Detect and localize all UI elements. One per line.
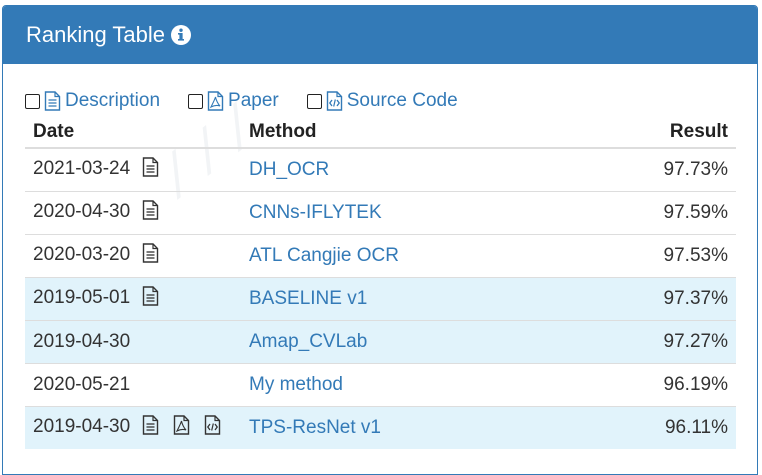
result-cell: 97.53% — [600, 234, 736, 278]
row-icons — [142, 157, 159, 183]
result-cell: 96.19% — [600, 363, 736, 407]
result-cell: 97.37% — [600, 277, 736, 321]
panel-title: Ranking Table — [26, 22, 166, 47]
row-icons — [142, 286, 159, 312]
date-cell: 2019-05-01 — [25, 277, 241, 321]
document-icon[interactable] — [142, 200, 159, 226]
result-cell: 97.27% — [600, 320, 736, 364]
date-text: 2019-04-30 — [33, 416, 131, 437]
result-cell: 97.59% — [600, 191, 736, 235]
row-icons — [142, 415, 221, 441]
filter-paper[interactable]: Paper — [188, 90, 279, 112]
date-text: 2020-04-30 — [33, 201, 131, 222]
result-cell: 96.11% — [600, 406, 736, 449]
filter-checkbox[interactable] — [188, 93, 204, 109]
document-icon — [44, 91, 61, 111]
ranking-panel: Ranking Table ⁄ ⁄ ⁄ Description Paper Sour… — [2, 5, 758, 475]
header-result[interactable]: Result — [600, 117, 736, 149]
filter-checkbox[interactable] — [25, 93, 40, 109]
date-text: 2021-03-24 — [33, 158, 131, 179]
method-link[interactable]: CNNs-IFLYTEK — [249, 202, 382, 223]
date-cell: 2020-03-20 — [25, 234, 241, 278]
panel-body: ⁄ ⁄ ⁄ Description Paper Source Code Date M… — [3, 89, 757, 449]
filter-label: Paper — [228, 90, 279, 111]
date-text: 2020-03-20 — [33, 244, 131, 265]
table-header-row: Date Method Result — [25, 117, 736, 149]
filter-source-code[interactable]: Source Code — [306, 90, 458, 112]
filter-bar: Description Paper Source Code — [25, 89, 735, 113]
method-link[interactable]: Amap_CVLab — [249, 331, 368, 352]
date-cell: 2020-04-30 — [25, 191, 241, 235]
date-text: 2019-04-30 — [33, 331, 131, 352]
method-cell: My method — [241, 363, 600, 407]
document-icon[interactable] — [142, 157, 159, 183]
method-cell: Amap_CVLab — [241, 320, 600, 364]
info-icon[interactable] — [171, 25, 192, 45]
method-link[interactable]: My method — [249, 374, 343, 395]
table-row[interactable]: 2019-04-30 Amap_CVLab 97.27% — [25, 320, 736, 364]
row-icons — [142, 243, 159, 269]
method-link[interactable]: ATL Cangjie OCR — [249, 245, 399, 266]
date-cell: 2021-03-24 — [25, 147, 241, 192]
pdf-icon — [207, 91, 224, 111]
table-row[interactable]: 2019-04-30 TPS-ResNet v1 96.11% — [25, 406, 736, 449]
table-row[interactable]: 2021-03-24 DH_OCR 97.73% — [25, 147, 736, 192]
date-cell: 2019-04-30 — [25, 406, 241, 449]
row-icons — [142, 200, 159, 226]
header-date[interactable]: Date — [25, 117, 241, 149]
result-cell: 97.73% — [600, 147, 736, 192]
filter-label: Source Code — [346, 90, 458, 111]
table-row[interactable]: 2019-05-01 BASELINE v1 97.37% — [25, 277, 736, 321]
method-cell: BASELINE v1 — [241, 277, 600, 321]
method-cell: ATL Cangjie OCR — [241, 234, 600, 278]
header-method[interactable]: Method — [241, 117, 600, 149]
table-row[interactable]: 2020-04-30 CNNs-IFLYTEK 97.59% — [25, 191, 736, 235]
pdf-icon[interactable] — [173, 415, 190, 441]
date-text: 2020-05-21 — [33, 374, 131, 395]
document-icon[interactable] — [142, 415, 159, 441]
method-link[interactable]: TPS-ResNet v1 — [249, 417, 381, 438]
method-cell: DH_OCR — [241, 147, 600, 192]
ranking-table: Date Method Result 2021-03-24 DH_OCR 97.73… — [25, 117, 736, 449]
table-row[interactable]: 2020-03-20 ATL Cangjie OCR 97.53% — [25, 234, 736, 278]
date-cell: 2019-04-30 — [25, 320, 241, 364]
filter-label: Description — [65, 90, 161, 111]
method-cell: TPS-ResNet v1 — [241, 406, 600, 449]
code-file-icon[interactable] — [204, 415, 221, 441]
date-cell: 2020-05-21 — [25, 363, 241, 407]
document-icon[interactable] — [142, 286, 159, 312]
panel-heading: Ranking Table — [3, 6, 757, 64]
document-icon[interactable] — [142, 243, 159, 269]
code-file-icon — [326, 91, 343, 111]
filter-checkbox[interactable] — [306, 93, 322, 109]
table-row[interactable]: 2020-05-21 My method 96.19% — [25, 363, 736, 407]
method-link[interactable]: BASELINE v1 — [249, 288, 368, 309]
filter-description[interactable]: Description — [25, 90, 160, 112]
method-cell: CNNs-IFLYTEK — [241, 191, 600, 235]
date-text: 2019-05-01 — [33, 287, 131, 308]
method-link[interactable]: DH_OCR — [249, 159, 330, 180]
